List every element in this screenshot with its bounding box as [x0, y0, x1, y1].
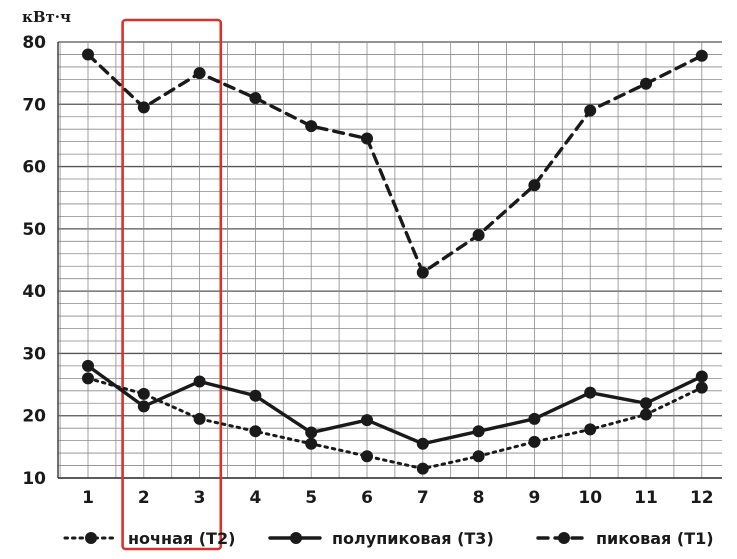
y-tick-label: 50 [22, 220, 46, 240]
legend-swatch-point [85, 532, 97, 544]
legend-swatch-point [558, 532, 570, 544]
data-point [695, 49, 708, 62]
data-point [137, 400, 150, 413]
series-dotted [82, 372, 708, 475]
data-point [82, 372, 94, 385]
data-point [584, 386, 597, 399]
x-tick-label: 9 [528, 488, 540, 508]
highlight-rectangle [121, 18, 223, 551]
legend-item: полупиковая (Т3) [268, 529, 494, 548]
y-axis-unit-label: кВт·ч [22, 8, 71, 26]
x-tick-label: 2 [138, 488, 150, 508]
x-tick-label: 11 [634, 488, 658, 508]
series-line [86, 376, 704, 471]
data-point [305, 120, 318, 133]
x-tick-label: 1 [82, 488, 94, 508]
data-point [695, 370, 708, 383]
y-tick-label: 80 [22, 33, 46, 53]
y-tick-label: 70 [22, 95, 46, 115]
data-point [249, 425, 262, 438]
data-point [137, 387, 150, 400]
legend-label: полупиковая (Т3) [332, 529, 494, 548]
y-tick-label: 40 [22, 282, 46, 302]
data-point [528, 435, 541, 448]
data-point [82, 359, 94, 372]
legend-item: ночная (Т2) [63, 529, 235, 548]
data-point [249, 92, 262, 105]
data-point [528, 179, 541, 192]
data-point [361, 450, 373, 463]
legend-label: ночная (Т2) [128, 529, 235, 548]
data-point [416, 437, 429, 450]
series-dashed [82, 48, 708, 279]
data-point [416, 462, 429, 475]
x-tick-label: 7 [417, 488, 429, 508]
legend-item: пиковая (Т1) [536, 529, 714, 548]
grid [57, 41, 722, 479]
legend-swatch-point [290, 532, 302, 544]
data-point [640, 408, 652, 421]
y-tick-label: 30 [22, 344, 46, 364]
data-point [137, 101, 150, 114]
data-point [193, 412, 206, 425]
x-tick-label: 8 [473, 488, 485, 508]
y-tick-label: 10 [22, 469, 46, 489]
legend-label: пиковая (Т1) [596, 529, 714, 548]
data-point [584, 104, 597, 117]
series-line [86, 52, 704, 275]
data-point [472, 450, 485, 463]
legend: ночная (Т2) полупиковая (Т3) пиковая (Т1) [63, 529, 714, 548]
x-tick-label: 6 [361, 488, 373, 508]
series-solid [82, 359, 708, 450]
data-point [305, 437, 318, 450]
data-point [193, 67, 206, 80]
data-point [472, 229, 485, 242]
data-point [584, 423, 597, 436]
data-point [361, 132, 373, 145]
data-point [640, 397, 652, 410]
x-tick-label: 3 [194, 488, 206, 508]
highlight-box [121, 18, 223, 551]
data-point [305, 426, 318, 439]
data-point [416, 266, 429, 279]
data-point [249, 389, 262, 402]
data-point [361, 414, 373, 427]
x-tick-label: 5 [305, 488, 317, 508]
data-point [695, 381, 708, 394]
data-point [82, 48, 94, 61]
x-tick-label: 12 [690, 488, 714, 508]
data-point [193, 375, 206, 388]
series [82, 48, 708, 475]
data-point [472, 425, 485, 438]
x-tick-label: 4 [249, 488, 261, 508]
y-tick-label: 60 [22, 158, 46, 178]
series-line [86, 364, 704, 446]
y-tick-label: 20 [22, 407, 46, 427]
data-point [640, 77, 652, 90]
data-point [528, 412, 541, 425]
x-tick-label: 10 [578, 488, 602, 508]
